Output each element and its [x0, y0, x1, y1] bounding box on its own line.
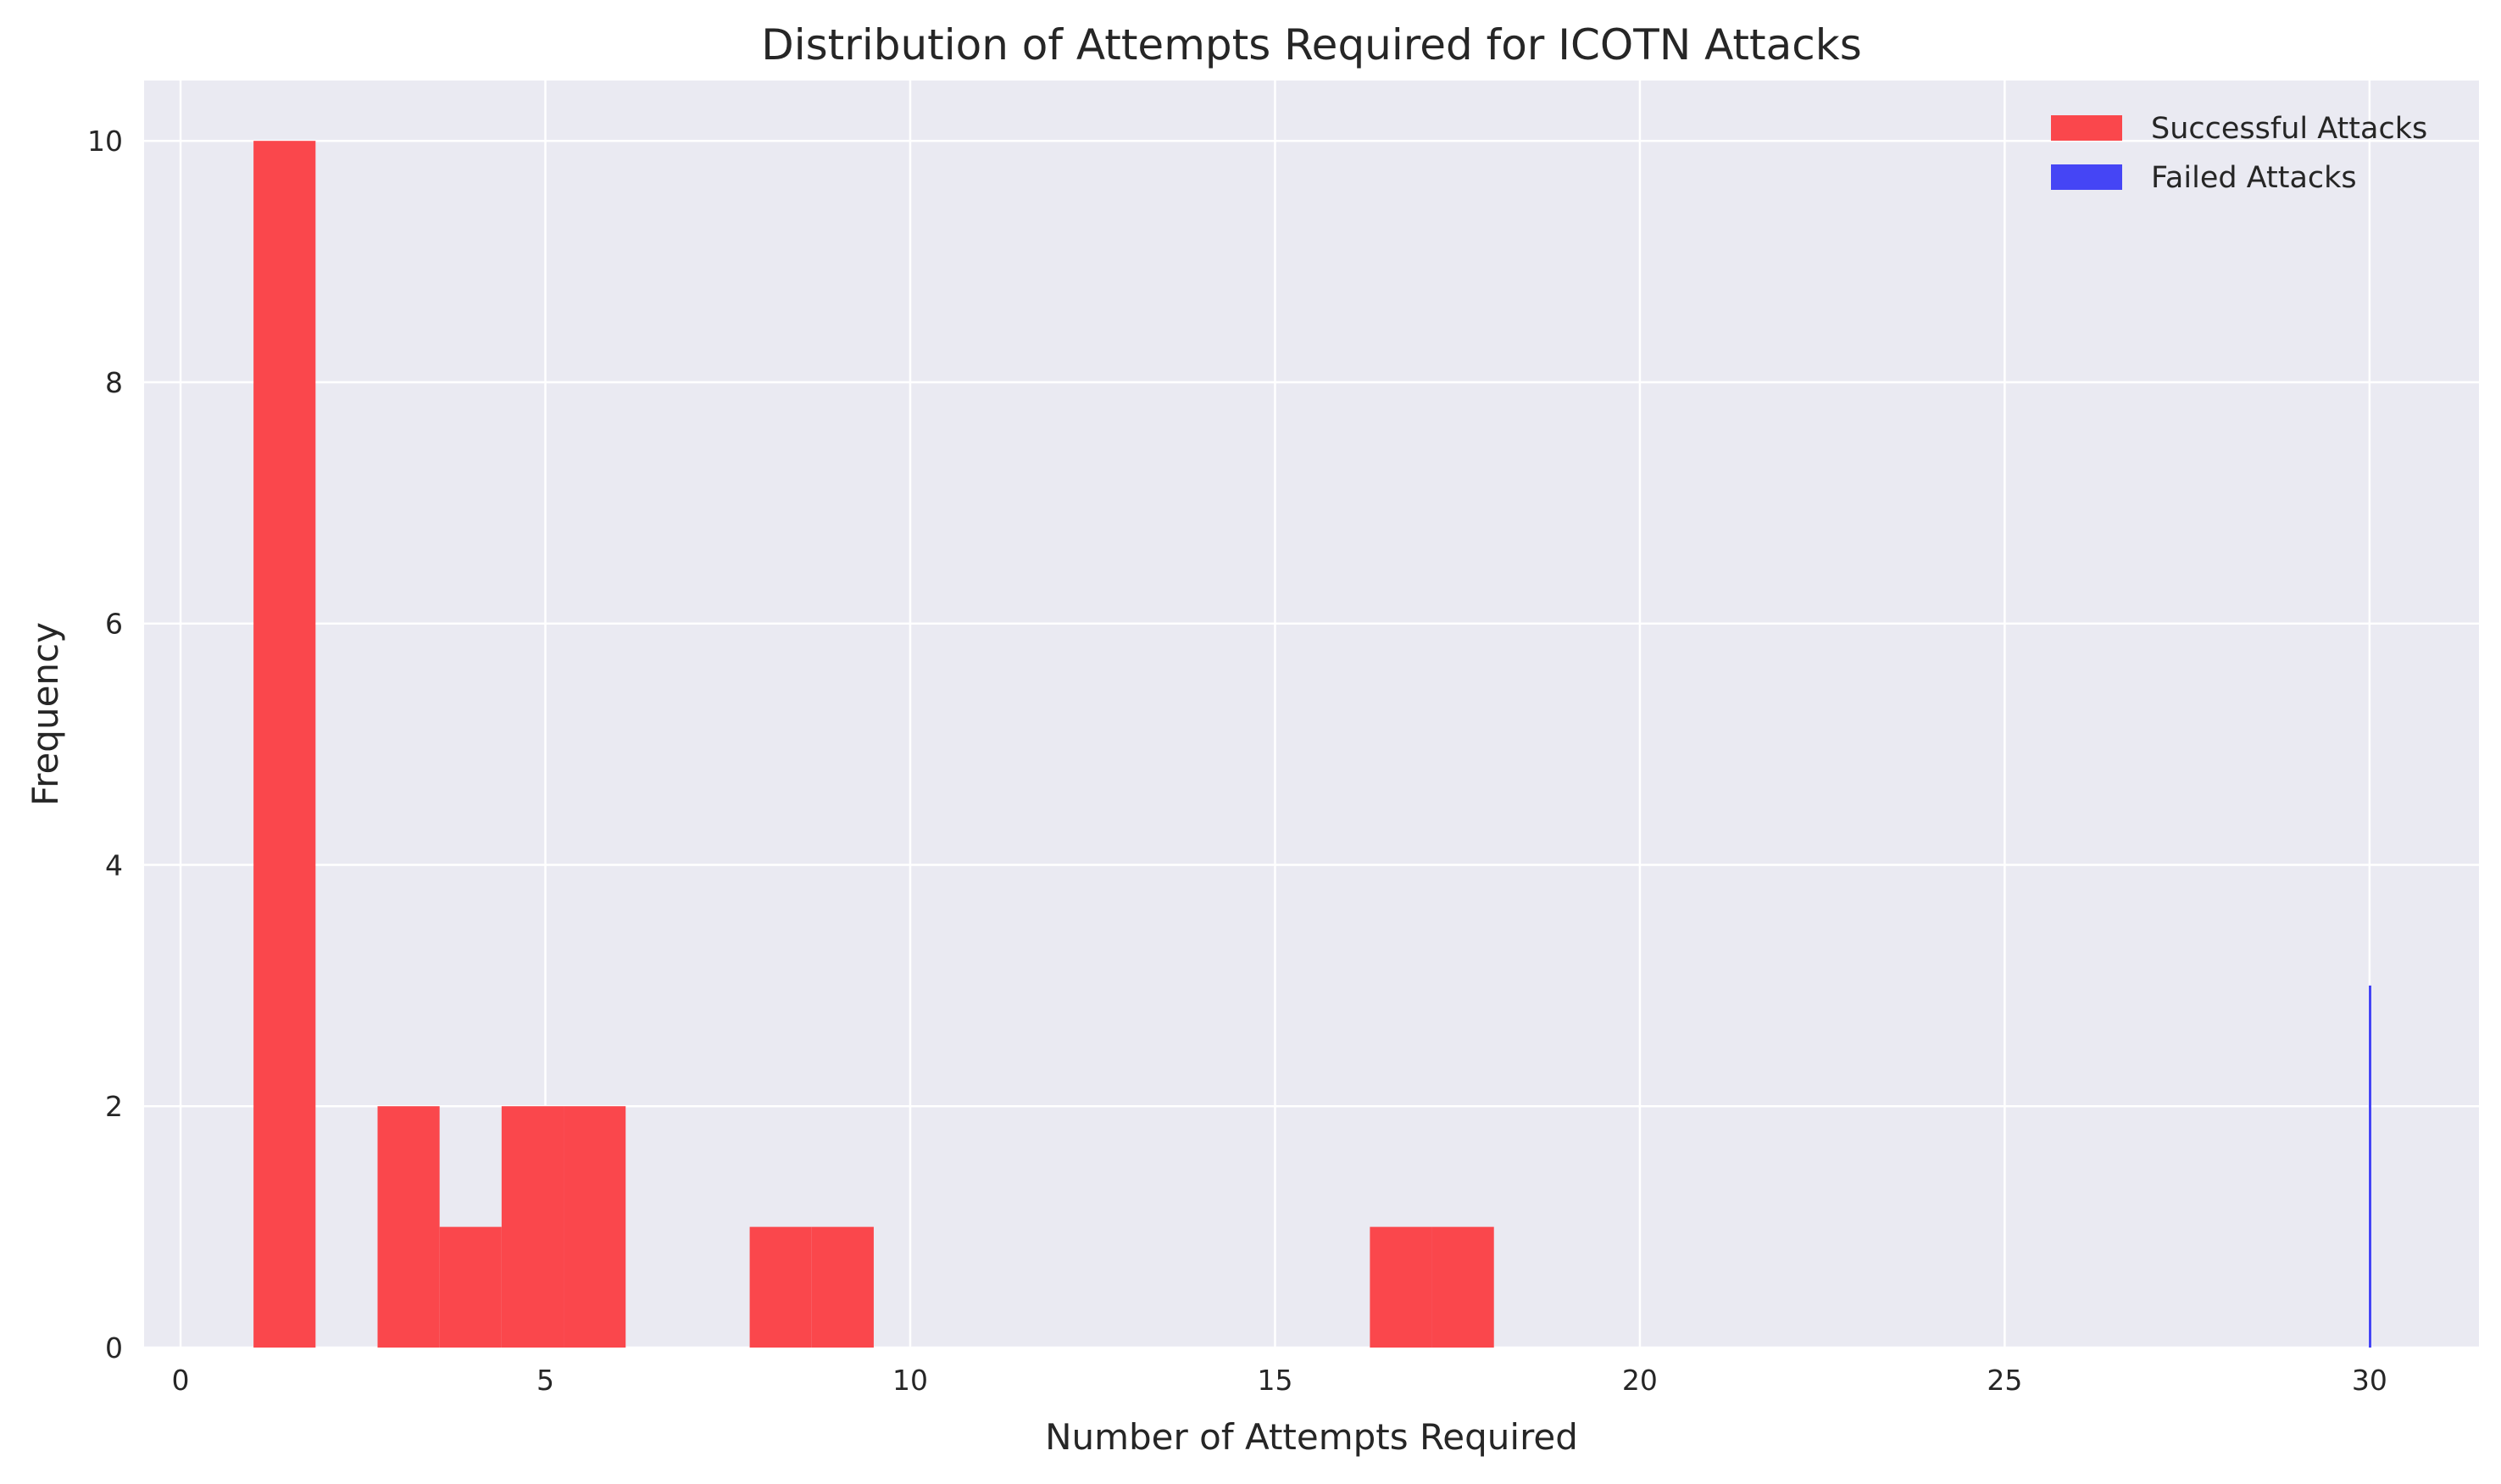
y-tick-label: 6 [105, 608, 123, 641]
y-tick-label: 0 [105, 1331, 123, 1365]
plot-area [144, 81, 2479, 1348]
histogram-bar [377, 1106, 440, 1348]
legend-swatch [2051, 164, 2122, 190]
legend-swatch [2051, 115, 2122, 141]
legend: Successful Attacks Failed Attacks [2051, 112, 2427, 195]
y-tick-label: 8 [105, 366, 123, 399]
legend-label: Successful Attacks [2151, 112, 2427, 146]
x-tick-label: 20 [1622, 1364, 1658, 1397]
y-tick-label: 10 [87, 125, 123, 158]
histogram-bar [1431, 1226, 1494, 1348]
x-tick-label: 5 [536, 1364, 554, 1397]
x-tick-label: 30 [2352, 1364, 2387, 1397]
x-axis-label: Number of Attempts Required [1045, 1416, 1578, 1458]
histogram-bar [564, 1106, 626, 1348]
histogram-bar [253, 141, 316, 1348]
chart-title: Distribution of Attempts Required for IC… [761, 20, 1862, 69]
y-axis-ticks: 0 2 4 6 8 10 [87, 125, 123, 1365]
x-axis-ticks: 0 5 10 15 20 25 30 [172, 1364, 2387, 1397]
legend-label: Failed Attacks [2151, 161, 2357, 195]
histogram-bar [501, 1106, 564, 1348]
histogram-bar [439, 1226, 502, 1348]
histogram-bar [749, 1226, 812, 1348]
x-tick-label: 25 [1987, 1364, 2022, 1397]
x-tick-label: 10 [892, 1364, 928, 1397]
y-tick-label: 4 [105, 848, 123, 881]
y-axis-label: Frequency [25, 622, 66, 806]
x-tick-label: 15 [1257, 1364, 1292, 1397]
histogram-bar [811, 1226, 874, 1348]
histogram-bar [2368, 985, 2371, 1348]
histogram-bar [1370, 1226, 1432, 1348]
histogram-bars [253, 141, 2371, 1348]
x-tick-label: 0 [172, 1364, 190, 1397]
y-tick-label: 2 [105, 1090, 123, 1123]
